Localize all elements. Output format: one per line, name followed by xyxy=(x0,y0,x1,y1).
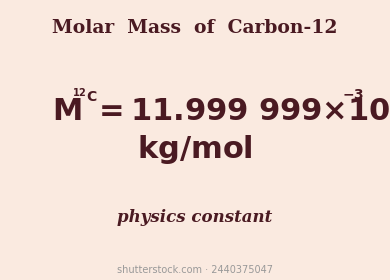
Text: physics constant: physics constant xyxy=(117,209,273,227)
Text: $\mathbf{-3}$: $\mathbf{-3}$ xyxy=(342,88,364,102)
Text: $\mathbf{M}$: $\mathbf{M}$ xyxy=(52,97,82,127)
Text: $\mathbf{{}^{12}C}$: $\mathbf{{}^{12}C}$ xyxy=(72,87,98,105)
Text: shutterstock.com · 2440375047: shutterstock.com · 2440375047 xyxy=(117,265,273,275)
Text: $\mathbf{= 11.999\ 999{\times}10}$: $\mathbf{= 11.999\ 999{\times}10}$ xyxy=(93,97,390,127)
Text: Molar  Mass  of  Carbon-12: Molar Mass of Carbon-12 xyxy=(52,19,338,37)
Text: $\mathbf{kg/mol}$: $\mathbf{kg/mol}$ xyxy=(137,134,253,167)
